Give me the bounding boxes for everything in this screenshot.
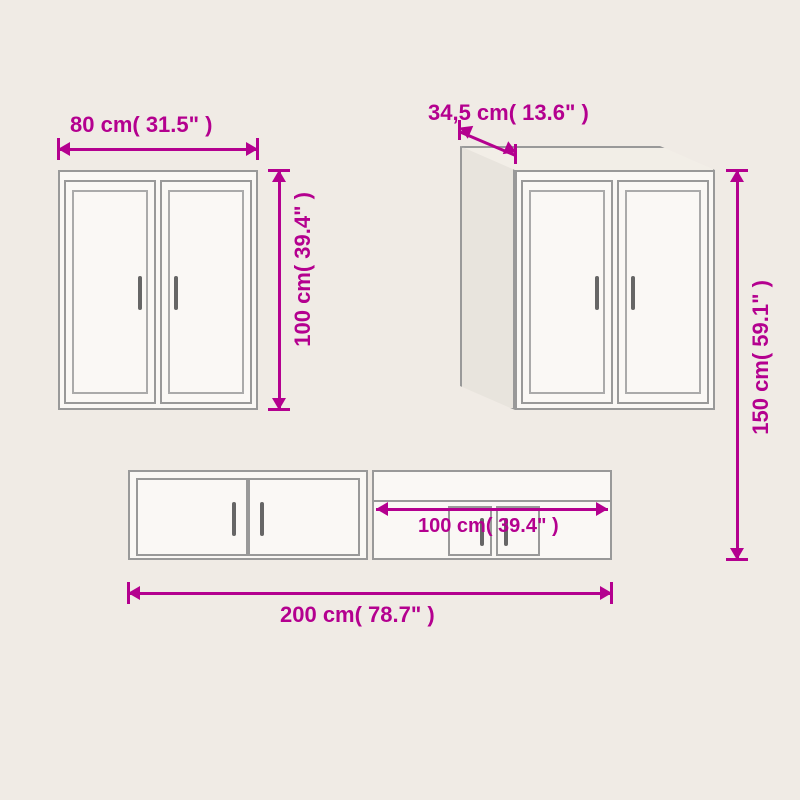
door-panel bbox=[529, 190, 605, 394]
dim-label-lower-unit-width: 100 cm( 39.4" ) bbox=[418, 515, 559, 538]
arrow-icon bbox=[730, 170, 744, 182]
shelf-divider bbox=[374, 500, 610, 502]
dim-label-total-height: 150 cm( 59.1" ) bbox=[748, 280, 774, 435]
arrow-icon bbox=[246, 142, 258, 156]
diagram-canvas: 80 cm( 31.5" ) 100 cm( 39.4" ) 34,5 cm( … bbox=[0, 0, 800, 800]
cabinet-door-left bbox=[521, 180, 613, 404]
cabinet-door-left bbox=[64, 180, 156, 404]
door-handle-icon bbox=[138, 276, 142, 310]
arrow-icon bbox=[272, 170, 286, 182]
dim-label-upper-left-height: 100 cm( 39.4" ) bbox=[290, 192, 316, 347]
dim-label-total-width: 200 cm( 78.7" ) bbox=[280, 602, 435, 628]
upper-left-cabinet bbox=[58, 170, 258, 410]
arrow-icon bbox=[128, 586, 140, 600]
door-handle-icon bbox=[232, 502, 236, 536]
cabinet-door-right bbox=[248, 478, 360, 556]
door-panel bbox=[72, 190, 148, 394]
arrow-icon bbox=[596, 502, 608, 516]
door-handle-icon bbox=[595, 276, 599, 310]
arrow-icon bbox=[272, 398, 286, 410]
cabinet-door-left bbox=[136, 478, 248, 556]
lower-left-unit bbox=[128, 470, 368, 560]
dim-line-lower-unit-width bbox=[376, 508, 608, 511]
door-handle-icon bbox=[631, 276, 635, 310]
door-panel bbox=[625, 190, 701, 394]
dim-line-total-width bbox=[128, 592, 612, 595]
arrow-icon bbox=[600, 586, 612, 600]
arrow-icon bbox=[376, 502, 388, 516]
dim-line-top-left-width bbox=[58, 148, 258, 151]
upper-right-cabinet-front bbox=[515, 170, 715, 410]
dim-line-upper-left-height bbox=[278, 170, 281, 410]
dim-line-total-height bbox=[736, 170, 739, 560]
arrow-icon bbox=[58, 142, 70, 156]
arrow-icon bbox=[730, 548, 744, 560]
cabinet-door-right bbox=[617, 180, 709, 404]
door-panel bbox=[168, 190, 244, 394]
door-handle-icon bbox=[174, 276, 178, 310]
door-handle-icon bbox=[260, 502, 264, 536]
dim-label-top-left-width: 80 cm( 31.5" ) bbox=[70, 112, 213, 138]
cabinet-door-right bbox=[160, 180, 252, 404]
upper-right-cabinet-side bbox=[460, 146, 515, 410]
dim-label-depth: 34,5 cm( 13.6" ) bbox=[428, 100, 589, 126]
